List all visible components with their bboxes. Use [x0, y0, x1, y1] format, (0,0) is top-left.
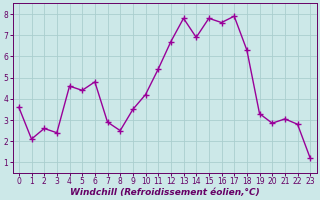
X-axis label: Windchill (Refroidissement éolien,°C): Windchill (Refroidissement éolien,°C)	[70, 188, 260, 197]
